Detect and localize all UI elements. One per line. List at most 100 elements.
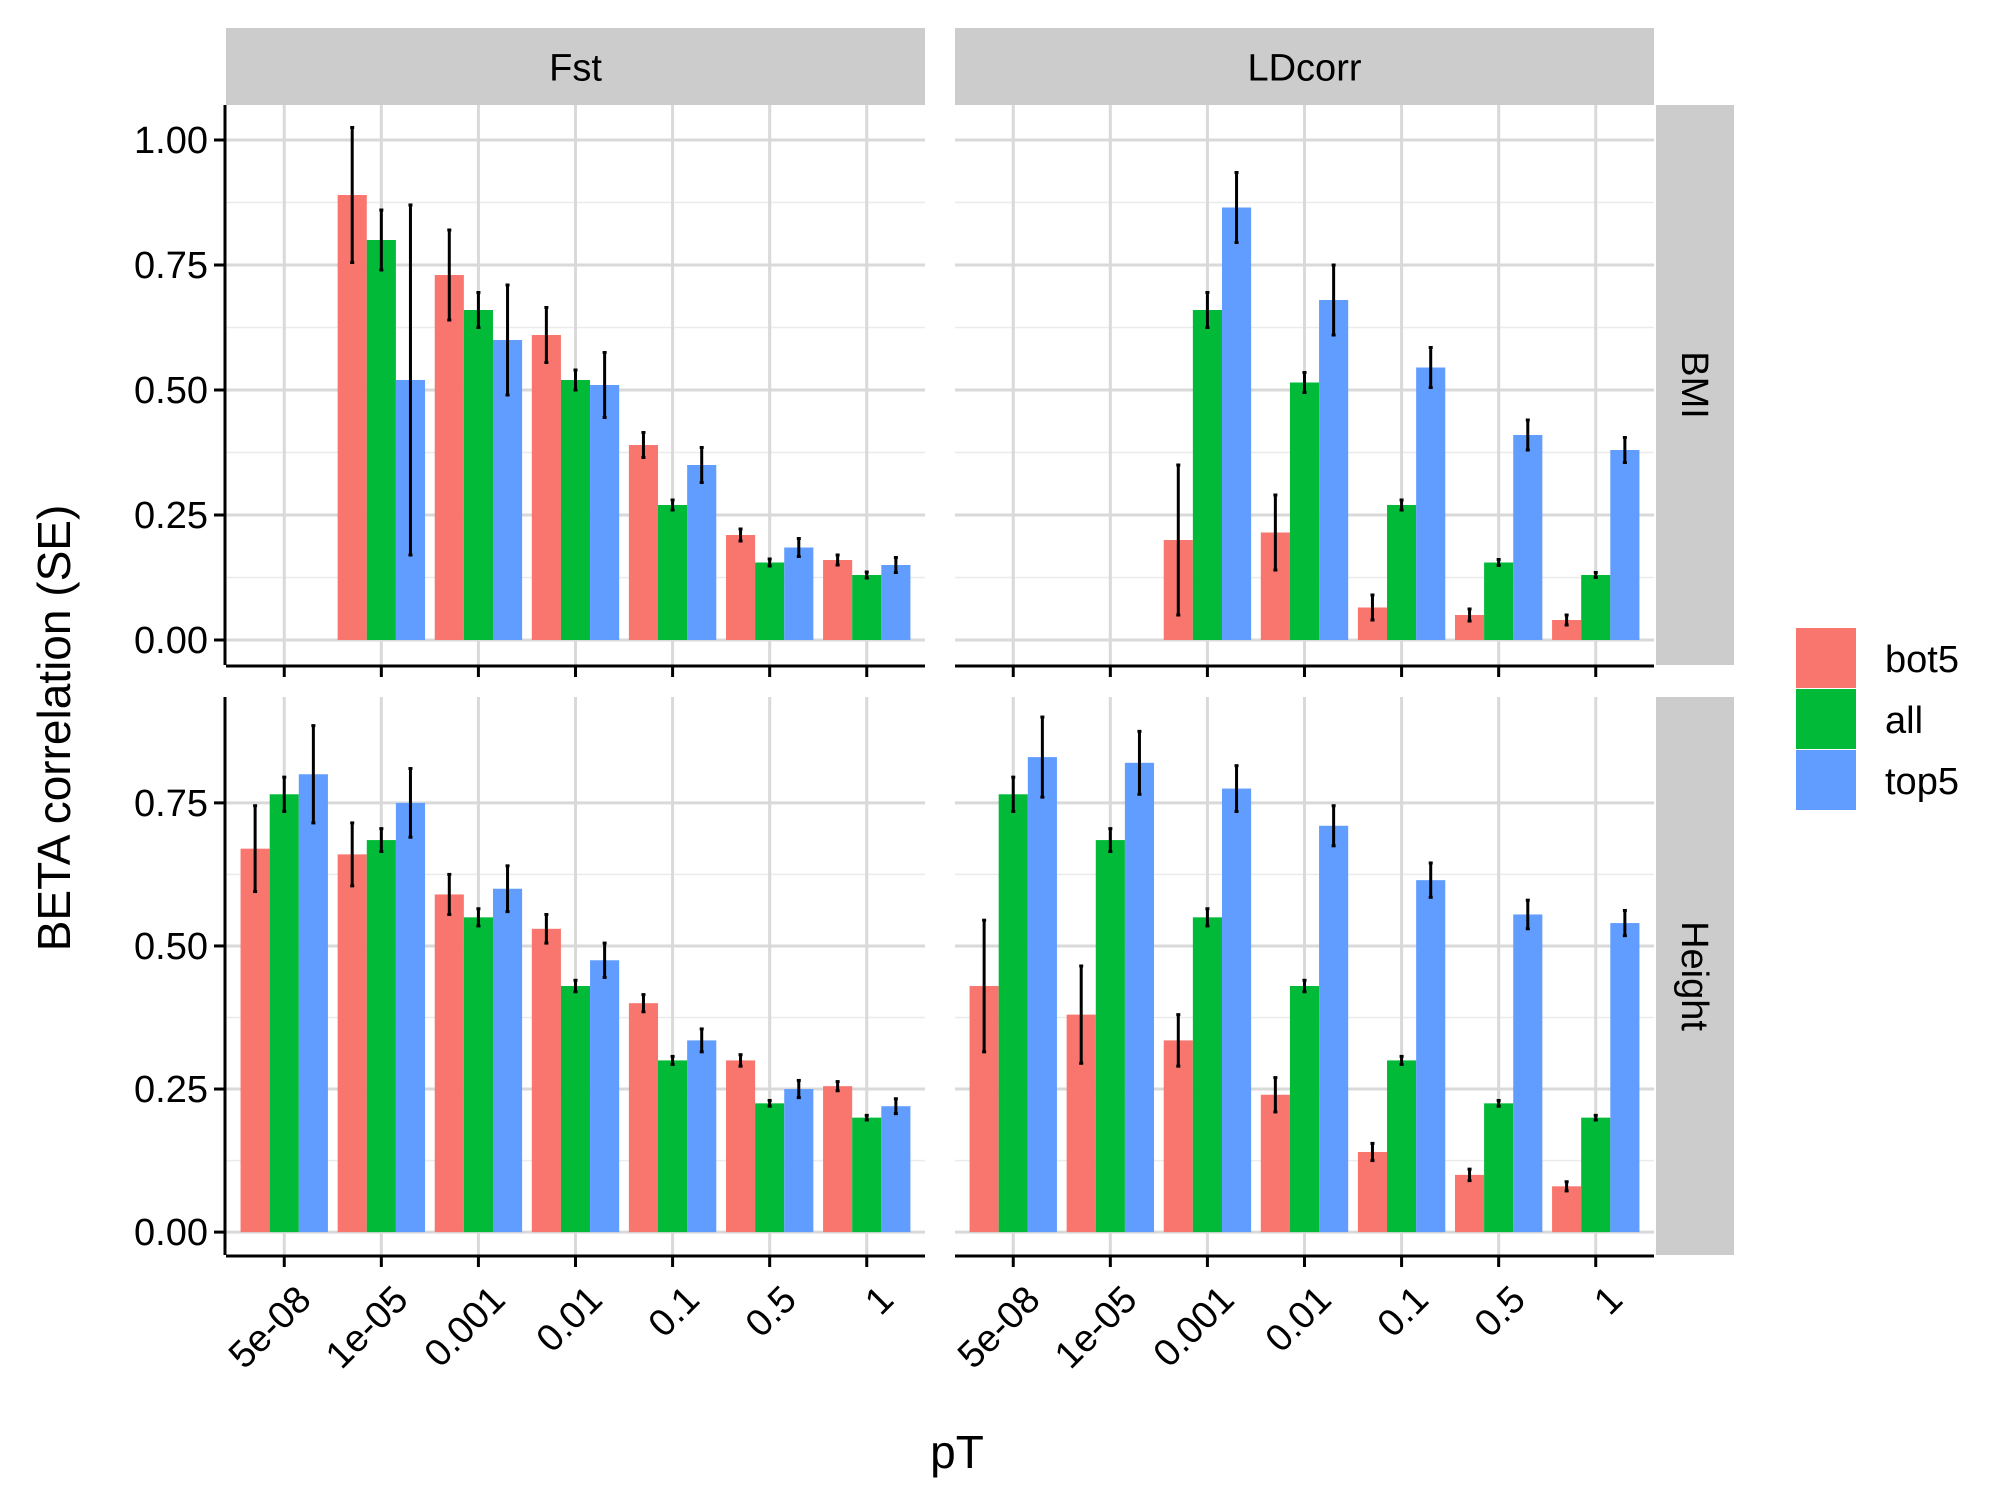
error-bar (1593, 1113, 1598, 1122)
bar-top5 (1319, 300, 1349, 640)
error-bar (1496, 1098, 1501, 1108)
error-bar (893, 556, 898, 574)
bar-all (1289, 986, 1320, 1233)
y-tick-label: 0.75 (134, 783, 208, 825)
bar-all (1484, 1103, 1514, 1233)
bar-bot5 (434, 894, 464, 1233)
bar-top5 (881, 1106, 911, 1233)
x-tick-label: 0.001 (417, 1278, 514, 1375)
legend: bot5 all top5 (1796, 628, 1959, 810)
error-bar (573, 978, 578, 994)
error-bar (350, 821, 355, 888)
error-bar (1370, 1141, 1375, 1163)
bar-all (1289, 382, 1320, 640)
x-tick-label: 0.001 (1146, 1278, 1243, 1375)
strip-ldcorr (955, 28, 1654, 105)
y-tick-label: 0.25 (134, 1069, 208, 1111)
bar-bot5 (434, 275, 464, 640)
legend-label-all: all (1885, 700, 1923, 742)
bar-bot5 (725, 535, 756, 640)
error-bar (1428, 861, 1433, 899)
x-tick-label: 0.5 (738, 1278, 805, 1345)
error-bar (864, 1113, 869, 1122)
error-bar (544, 306, 549, 364)
y-tick-label: 0.00 (134, 620, 208, 662)
bar-all (560, 380, 591, 640)
x-axis-title: pT (930, 1426, 984, 1478)
error-bar (1234, 764, 1239, 813)
error-bar (1205, 907, 1210, 928)
error-bar (1011, 775, 1016, 813)
facet-strips: Fst LDcorr BMI Height (226, 28, 1734, 1255)
strip-label-fst: Fst (549, 48, 602, 90)
strip-label-ldcorr: LDcorr (1247, 48, 1361, 90)
strip-label-height: Height (1673, 921, 1715, 1031)
error-bar (1525, 418, 1530, 452)
error-bar (670, 1054, 675, 1066)
bar-all (1387, 505, 1417, 640)
y-tick-label: 0.75 (134, 245, 208, 287)
error-bar (1302, 371, 1307, 394)
bar-top5 (590, 960, 620, 1233)
x-tick-label: 5e-08 (950, 1278, 1048, 1376)
panel-bmi-fst (226, 105, 925, 665)
error-bar (1205, 291, 1210, 329)
error-bar (1331, 263, 1336, 337)
bar-top5 (1610, 450, 1640, 640)
bar-top5 (1221, 207, 1252, 640)
error-bar (1622, 436, 1627, 464)
error-bar (1428, 346, 1433, 389)
error-bar (641, 431, 646, 459)
bar-all (1581, 575, 1611, 640)
bar-all (852, 575, 882, 640)
bar-top5 (298, 774, 328, 1233)
y-tick-label: 0.50 (134, 926, 208, 968)
bar-top5 (1124, 762, 1155, 1233)
error-bar (602, 351, 607, 419)
bar-top5 (784, 547, 814, 640)
bar-all (463, 917, 493, 1233)
bar-bot5 (240, 848, 270, 1233)
strip-label-bmi: BMI (1673, 351, 1715, 419)
error-bar (505, 864, 510, 914)
bar-top5 (1027, 757, 1057, 1233)
error-bar (738, 527, 743, 543)
y-tick-label: 1.00 (134, 120, 208, 162)
legend-label-top5: top5 (1885, 761, 1959, 803)
x-tick-label: 0.1 (1370, 1278, 1437, 1345)
bar-bot5 (1260, 1094, 1290, 1233)
error-bar (1108, 827, 1113, 854)
bar-bot5 (1552, 1186, 1582, 1233)
error-bar (602, 941, 607, 979)
error-bar (311, 724, 316, 825)
error-bar (1564, 613, 1569, 627)
error-bar (796, 537, 801, 558)
error-bar (796, 1078, 801, 1100)
bar-bot5 (628, 445, 659, 640)
error-bar (670, 498, 675, 512)
bar-top5 (1513, 914, 1543, 1233)
error-bar (1467, 1167, 1472, 1183)
bar-bot5 (337, 854, 367, 1233)
error-bar (641, 993, 646, 1014)
error-bar (1273, 493, 1278, 572)
x-tick-label: 0.01 (529, 1278, 611, 1360)
error-bar (1234, 171, 1239, 244)
bar-top5 (1416, 880, 1446, 1233)
bar-all (1192, 310, 1222, 640)
error-bar (1079, 964, 1084, 1065)
error-bar (253, 804, 258, 894)
error-bar (1331, 804, 1336, 848)
bar-top5 (784, 1089, 814, 1233)
error-bar (447, 228, 452, 322)
error-bar (1137, 729, 1142, 796)
error-bar (864, 570, 869, 580)
error-bar (1370, 593, 1375, 622)
panel-height-fst (226, 697, 925, 1255)
bar-all (463, 310, 493, 640)
bar-all (1484, 562, 1514, 640)
bar-all (1387, 1060, 1417, 1233)
x-tick-label: 0.5 (1467, 1278, 1534, 1345)
error-bar (1176, 1013, 1181, 1068)
bar-top5 (590, 385, 620, 640)
